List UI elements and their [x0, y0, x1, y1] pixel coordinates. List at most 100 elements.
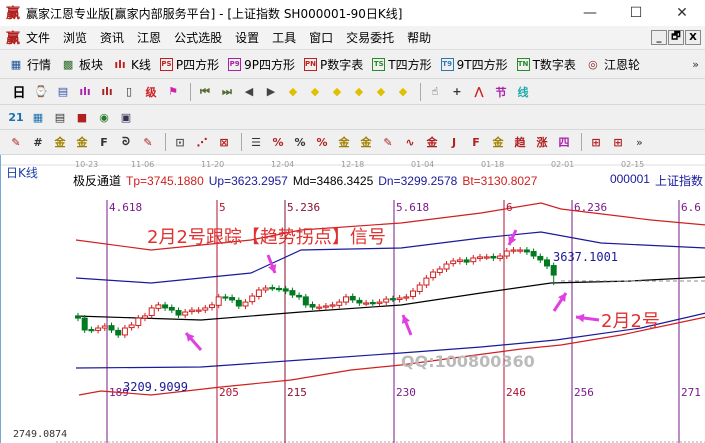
box-icon[interactable]: ⊡	[175, 135, 185, 149]
pen-ruler-icon[interactable]: ✎	[143, 135, 153, 149]
four-angle-icon[interactable]: 四	[558, 136, 570, 149]
j-angle-icon[interactable]: J	[451, 135, 457, 149]
lines-icon[interactable]: 线	[517, 85, 529, 99]
save-icon[interactable]: ■	[76, 110, 88, 124]
stock-code: 000001	[609, 172, 650, 186]
candle-body	[477, 256, 483, 259]
fan-icon[interactable]: ⋰	[196, 135, 208, 149]
mdi-close-button[interactable]: X	[685, 30, 701, 45]
menu-settings[interactable]: 设置	[235, 31, 260, 45]
f-icon[interactable]: F	[100, 135, 108, 149]
toolbar-label: 板块	[79, 57, 104, 72]
candle-body	[148, 307, 155, 316]
next-icon[interactable]: ▶	[266, 85, 276, 98]
toolbar-kline-button[interactable]: ılı K线	[112, 56, 151, 73]
document-icon[interactable]: ▤	[54, 110, 66, 124]
toolbar-separator	[190, 82, 191, 101]
gold-angle-icon[interactable]: 金	[492, 136, 504, 149]
toolbar-ts-button[interactable]: TS T四方形	[372, 56, 432, 73]
first-icon[interactable]: ⏮	[200, 84, 210, 98]
toolbar-p9-button[interactable]: P9 9P四方形	[228, 56, 295, 73]
section-icon[interactable]: 节	[495, 85, 507, 99]
pen-lines-icon[interactable]: ✎	[383, 135, 393, 149]
right-diamond-icon[interactable]: ◆	[310, 85, 320, 98]
hand-icon[interactable]: ☝	[431, 85, 439, 98]
candle-body	[383, 298, 390, 303]
candle-icon[interactable]: ▯	[125, 85, 133, 98]
close-button[interactable]: ✕	[676, 5, 688, 21]
mdi-restore-button[interactable]: 🗗	[668, 30, 684, 45]
shrink-diamond-icon[interactable]: ◆	[354, 85, 364, 98]
period-selector[interactable]: 日	[12, 86, 26, 101]
chart-canvas[interactable]: 10-23 11-06 11-20 12-04 12-18 01-04 01-18 02-01…	[1, 155, 705, 443]
toolbar-separator	[241, 133, 242, 151]
gold-box-icon[interactable]: 金	[426, 136, 438, 149]
gold-lines-icon[interactable]: 金	[360, 136, 372, 149]
menu-tools[interactable]: 工具	[272, 31, 297, 45]
toolbar-tn-button[interactable]: TN T数字表	[516, 56, 576, 73]
grid-fan-icon[interactable]: ⊠	[219, 135, 229, 149]
hash-icon[interactable]: #	[33, 135, 43, 149]
bars9-icon[interactable]: ılı	[101, 85, 113, 98]
wave-lines-icon[interactable]: ∿	[405, 135, 415, 149]
menu-help[interactable]: 帮助	[407, 31, 432, 45]
calendar-icon[interactable]: 21	[8, 110, 24, 124]
menu-news[interactable]: 资讯	[100, 31, 125, 45]
rising-angle-icon[interactable]: 涨	[536, 136, 548, 149]
toolbar-overflow-button[interactable]: »	[692, 57, 699, 71]
candle-body	[396, 297, 403, 300]
toolbar-ps-button[interactable]: PS P四方形	[159, 56, 219, 73]
toolbar-grid-button[interactable]: ▦ 行情	[8, 56, 51, 73]
f-angle-icon[interactable]: F	[472, 135, 480, 149]
crosshair-icon[interactable]: +	[452, 85, 462, 98]
kline-chart[interactable]: 10-23 11-06 11-20 12-04 12-18 01-04 01-18 02-01…	[0, 155, 705, 443]
toolbar-gann-wheel-button[interactable]: ◎ 江恩轮	[585, 56, 640, 73]
percent-slash-icon[interactable]: %	[272, 135, 284, 149]
maximize-button[interactable]: ☐	[629, 5, 643, 21]
zoom-in-diamond-icon[interactable]: ◆	[376, 85, 386, 98]
toolbar-t9-button[interactable]: T9 9T四方形	[440, 56, 508, 73]
menu-trade[interactable]: 交易委托	[346, 31, 395, 45]
menu-browse[interactable]: 浏览	[63, 31, 88, 45]
candle-body	[229, 297, 236, 301]
candle-body	[550, 265, 557, 276]
minimize-button[interactable]: —	[583, 5, 597, 21]
calculator-icon[interactable]: ▦	[32, 110, 44, 124]
left-diamond-icon[interactable]: ◆	[288, 85, 298, 98]
toolbar-pn-button[interactable]: PN P数字表	[304, 56, 363, 73]
prev-icon[interactable]: ◀	[244, 85, 254, 98]
zoom-out-diamond-icon[interactable]: ◆	[398, 85, 408, 98]
gold1-icon[interactable]: 金	[54, 136, 66, 149]
toolbar-overflow-button[interactable]: »	[636, 135, 643, 149]
stock-name: 上证指数	[654, 174, 703, 188]
mdi-minimize-button[interactable]: _	[651, 30, 667, 45]
notes-icon[interactable]: ▤	[57, 85, 69, 98]
export-icon[interactable]: ▣	[120, 110, 132, 124]
trend-angle-icon[interactable]: 趋	[514, 136, 526, 149]
expand-diamond-icon[interactable]: ◆	[332, 85, 342, 98]
flag-icon[interactable]: ⚑	[168, 85, 178, 98]
toolbar-label: T四方形	[388, 57, 432, 72]
wave-icon[interactable]: ⋀	[474, 85, 484, 98]
menu-formula[interactable]: 公式选股	[174, 31, 223, 45]
menu-window[interactable]: 窗口	[309, 31, 334, 45]
menu-file[interactable]: 文件	[26, 31, 51, 45]
grid-yellow2-icon[interactable]: ⊞	[613, 135, 623, 149]
clock-icon[interactable]: ⌚	[34, 85, 48, 98]
last-icon[interactable]: ⏭	[222, 84, 232, 98]
spiral-icon[interactable]: ᘐ	[122, 135, 130, 148]
candle-body	[410, 290, 416, 297]
pen-icon[interactable]: ✎	[11, 135, 21, 149]
channel-lower-line	[75, 312, 705, 369]
network-icon[interactable]: ◉	[99, 110, 109, 124]
bars3-icon[interactable]: ılı	[79, 85, 91, 98]
percent-lines-icon[interactable]: %	[316, 135, 328, 149]
gold2-icon[interactable]: 金	[76, 136, 88, 149]
ruler-icon[interactable]: ☰	[251, 135, 261, 149]
grid-yellow-icon[interactable]: ⊞	[591, 135, 601, 149]
reverse-icon[interactable]: 级	[145, 85, 157, 99]
menu-gann[interactable]: 江恩	[137, 31, 162, 45]
toolbar-blocks-button[interactable]: ▩ 板块	[60, 56, 103, 73]
gold-circle-icon[interactable]: 金	[338, 136, 350, 149]
percent-icon[interactable]: %	[294, 135, 306, 149]
